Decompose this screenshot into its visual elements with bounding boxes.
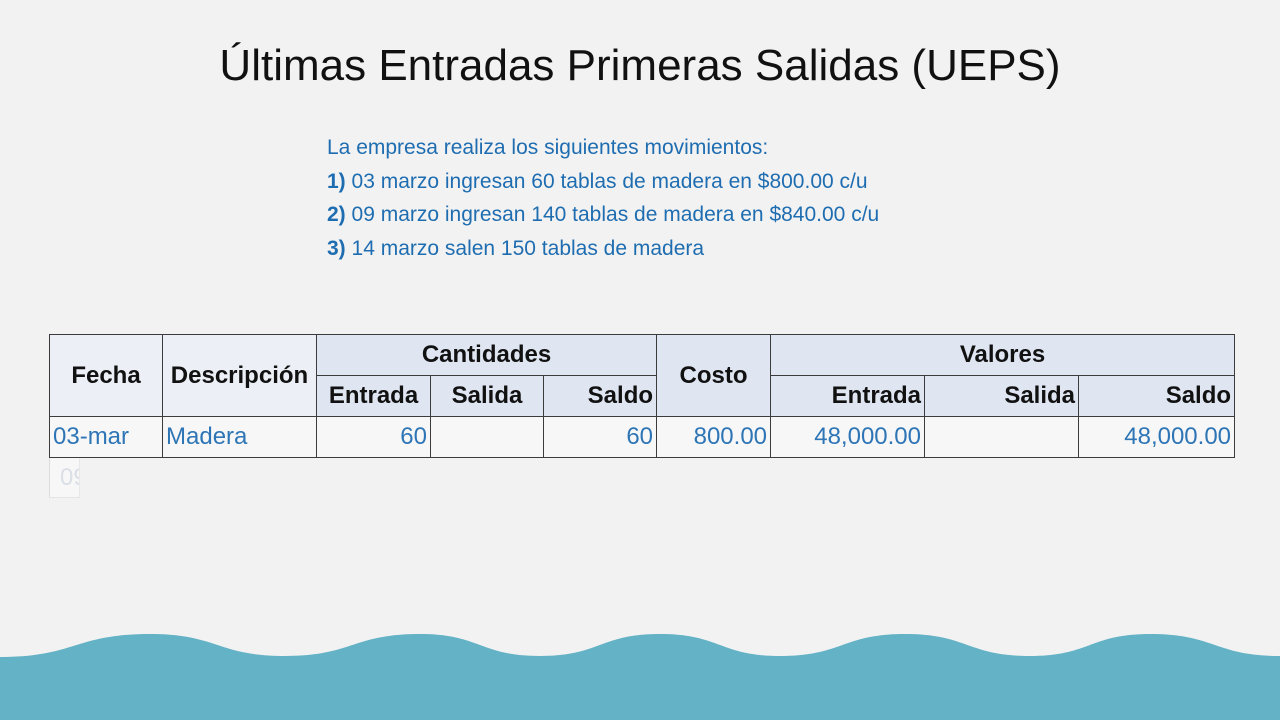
movement-text: 03 marzo ingresan 60 tablas de madera en…: [345, 169, 868, 193]
header-valores-saldo: Saldo: [1078, 375, 1236, 417]
table-header-row: Fecha Descripción Cantidades Costo Valor…: [49, 334, 1236, 417]
cell-descripcion: Madera: [162, 416, 317, 458]
intro-text-block: La empresa realiza los siguientes movimi…: [327, 131, 879, 265]
header-valores-entrada: Entrada: [770, 375, 926, 417]
header-valores: Valores: [770, 334, 1236, 376]
movement-number: 1): [327, 169, 346, 193]
table-row: 03-mar Madera 60 60 800.00 48,000.00 48,…: [49, 416, 1236, 458]
cell-costo: 800.00: [656, 416, 772, 458]
movement-text: 09 marzo ingresan 140 tablas de madera e…: [345, 203, 880, 226]
partial-row-fecha-cell: 09: [49, 458, 80, 498]
cell-cantidades-salida: [430, 416, 544, 458]
movement-item: 3) 14 marzo salen 150 tablas de madera: [327, 232, 879, 266]
cell-valores-entrada: 48,000.00: [770, 416, 926, 458]
table-subheader-row: Entrada Salida Saldo Entrada Salida Sald…: [50, 375, 1236, 417]
header-cantidades-salida: Salida: [430, 375, 544, 417]
header-descripcion: Descripción: [162, 334, 317, 417]
cell-cantidades-entrada: 60: [316, 416, 431, 458]
header-cantidades-saldo: Saldo: [542, 375, 658, 417]
movement-item: 1) 03 marzo ingresan 60 tablas de madera…: [327, 165, 879, 199]
movement-number: 3): [327, 236, 346, 260]
header-cantidades: Cantidades: [315, 334, 658, 376]
intro-heading: La empresa realiza los siguientes movimi…: [327, 136, 769, 159]
header-valores-salida: Salida: [924, 375, 1080, 417]
movement-number: 2): [327, 203, 346, 226]
cell-fecha: 03-mar: [49, 416, 163, 458]
cell-cantidades-saldo: 60: [542, 416, 658, 458]
header-fecha: Fecha: [49, 334, 163, 417]
wave-decoration: [0, 634, 1280, 720]
cell-valores-saldo: 48,000.00: [1078, 416, 1236, 458]
movement-text: 14 marzo salen 150 tablas de madera: [345, 236, 705, 260]
header-cantidades-entrada: Entrada: [316, 375, 431, 417]
wave-shape: [0, 634, 1280, 720]
inventory-table: Fecha Descripción Cantidades Costo Valor…: [49, 334, 1236, 458]
movement-item: 2) 09 marzo ingresan 140 tablas de mader…: [327, 198, 879, 232]
header-costo: Costo: [656, 334, 772, 417]
slide-title: Últimas Entradas Primeras Salidas (UEPS): [219, 41, 1061, 90]
cell-valores-salida: [924, 416, 1080, 458]
